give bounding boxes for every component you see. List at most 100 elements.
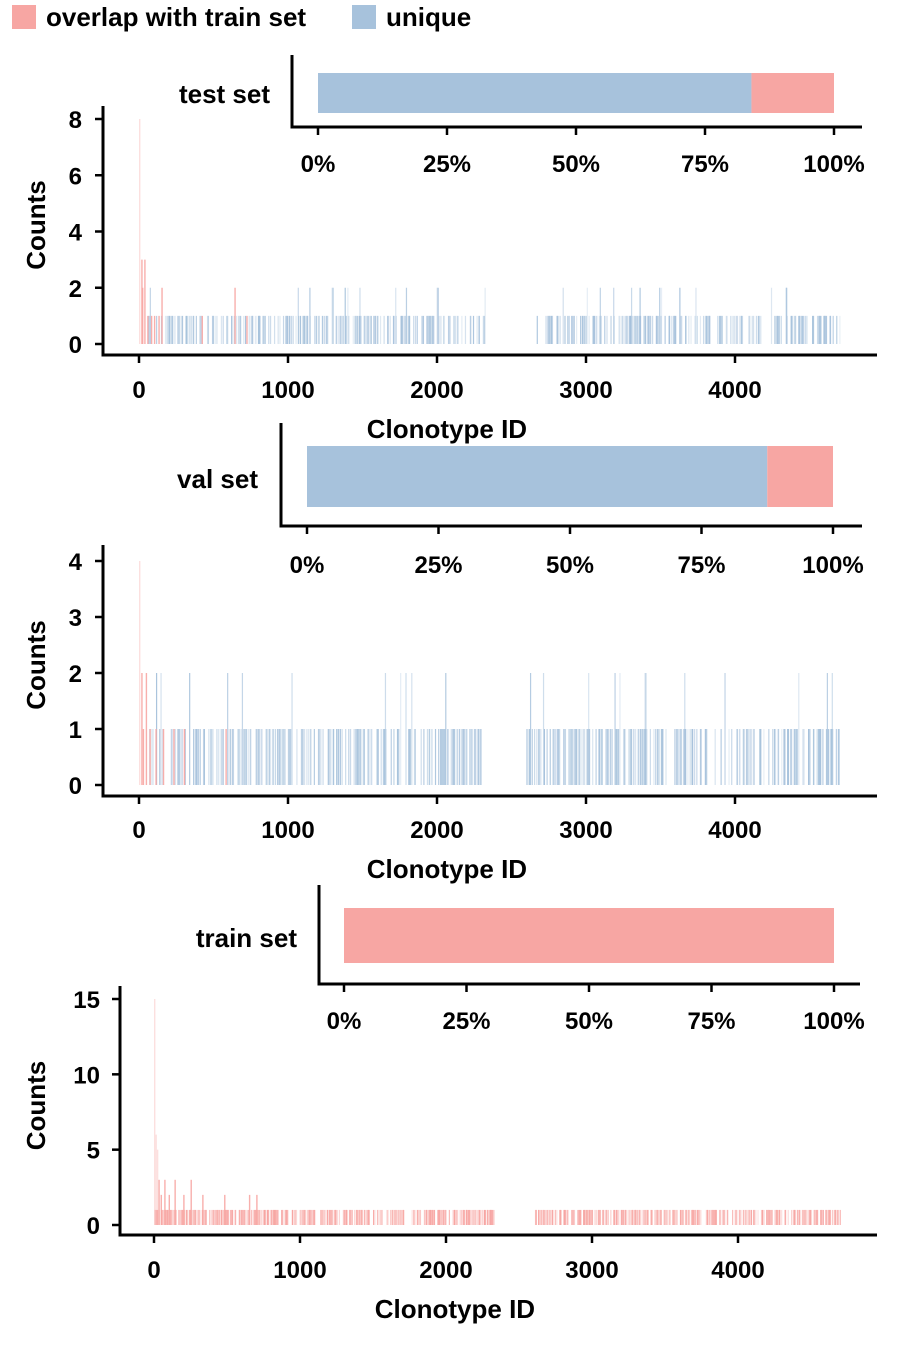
bar-unique [338, 315, 340, 344]
bar-overlap [744, 1209, 746, 1225]
bar-overlap [361, 1209, 363, 1225]
bar-unique [529, 673, 532, 785]
bar-unique [179, 729, 181, 785]
bar-overlap [577, 1209, 579, 1225]
bar-unique [214, 315, 216, 344]
bar-overlap [580, 1209, 582, 1225]
bar-unique [742, 729, 744, 785]
bar-unique [367, 729, 369, 785]
bar-unique [645, 673, 647, 785]
bar-overlap [707, 1209, 709, 1225]
bar-overlap [542, 1209, 544, 1225]
bar-unique [637, 315, 639, 344]
bar-overlap [299, 1209, 301, 1225]
bar-overlap [692, 1209, 694, 1225]
bar-unique [469, 729, 471, 785]
bar-unique [573, 315, 575, 344]
bar-unique [387, 315, 390, 344]
bar-overlap [479, 1209, 481, 1225]
bar-unique [409, 729, 412, 785]
bar-overlap [599, 1209, 601, 1225]
bar-overlap [456, 1209, 458, 1225]
bar-unique [363, 729, 366, 785]
bar-overlap [230, 1209, 232, 1225]
bar-unique [316, 315, 318, 344]
bar-unique [721, 315, 723, 344]
x-tick-label: 1000 [261, 377, 314, 404]
bar-overlap [246, 315, 248, 344]
bar-unique [706, 729, 708, 785]
bar-overlap [547, 1209, 549, 1225]
bar-overlap [805, 1209, 807, 1225]
bar-overlap [390, 1209, 392, 1225]
bar-unique [657, 729, 659, 785]
bar-unique [441, 729, 443, 785]
bar-unique [283, 729, 285, 785]
bar-unique [277, 315, 279, 344]
bar-overlap [267, 1209, 270, 1225]
bar-unique [477, 729, 479, 785]
bar-overlap [267, 1209, 269, 1225]
bar-unique [232, 315, 234, 344]
bar-overlap [709, 1209, 711, 1225]
bar-unique [588, 673, 590, 785]
bar-unique [404, 315, 406, 344]
bar-unique [368, 729, 370, 785]
bar-unique [240, 315, 242, 344]
bar-overlap [668, 1209, 670, 1225]
x-tick-label: 75% [687, 1008, 735, 1035]
bar-overlap [794, 1209, 796, 1225]
bar-overlap [822, 1209, 824, 1225]
bar-overlap [202, 1194, 204, 1225]
bar-unique [387, 315, 389, 344]
bar-unique [352, 315, 354, 344]
bar-unique [194, 729, 197, 785]
bar-unique [685, 315, 687, 344]
bar-overlap [799, 1209, 801, 1225]
bar-overlap [165, 1209, 168, 1225]
bar-overlap [443, 1209, 446, 1225]
bar-unique [203, 729, 206, 785]
bar-overlap [605, 1209, 608, 1225]
bar-overlap [814, 1209, 816, 1225]
bar-overlap [538, 1209, 540, 1225]
bar-overlap [474, 1209, 476, 1225]
bar-unique [803, 729, 805, 785]
bar-overlap [775, 1209, 778, 1225]
bar-unique [155, 315, 158, 344]
bar-overlap [699, 1209, 701, 1225]
bar-unique [210, 729, 212, 785]
bar-unique [563, 729, 565, 785]
bar-overlap [809, 1209, 812, 1225]
bar-unique [314, 315, 316, 344]
bar-unique [463, 729, 466, 785]
bar-overlap [170, 1209, 172, 1225]
bar-overlap [654, 1209, 656, 1225]
bar-overlap [444, 1209, 447, 1225]
bar-overlap [277, 1209, 279, 1225]
bar-unique [731, 729, 733, 785]
bar-unique [795, 315, 797, 344]
bar-overlap [247, 1209, 249, 1225]
bar-unique [172, 315, 174, 344]
bar-overlap [791, 1209, 793, 1225]
bar-unique [542, 673, 545, 785]
bar-unique [483, 315, 485, 344]
bar-unique [470, 315, 472, 344]
bar-unique [606, 729, 609, 785]
bar-overlap [150, 315, 153, 344]
bar-unique [829, 315, 832, 344]
bar-unique [375, 315, 377, 344]
bar-overlap [603, 1209, 605, 1225]
bar-overlap [742, 1209, 745, 1225]
bar-unique [288, 729, 290, 785]
bar-overlap [594, 1209, 596, 1225]
bar-overlap [430, 1209, 432, 1225]
bar-overlap [139, 561, 141, 785]
bar-unique [370, 729, 372, 785]
bar-unique [690, 315, 692, 344]
bar-unique [254, 315, 256, 344]
bar-unique [178, 315, 180, 344]
bar-unique [184, 729, 186, 785]
bar-unique [787, 729, 789, 785]
